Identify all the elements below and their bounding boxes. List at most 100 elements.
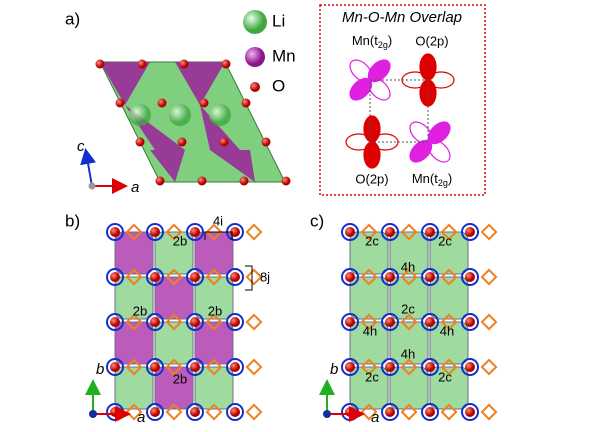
polyhedron xyxy=(349,276,389,320)
site-label: 2b xyxy=(208,303,222,318)
legend-li-ball xyxy=(243,10,267,34)
site-marker xyxy=(400,223,418,241)
axes: b a b a xyxy=(85,361,379,426)
o-atom xyxy=(465,317,475,327)
site-ring xyxy=(146,313,164,331)
o-atom xyxy=(281,176,291,186)
site-labels: 2b 2b 2b 2b 4i 8j 2c 2c 2c 2c 2c 4h 4h 4h 4h xyxy=(133,213,454,386)
orbital-lobe xyxy=(363,115,381,143)
site-ring xyxy=(106,268,124,286)
site-label: 4i xyxy=(213,213,223,228)
o-atom xyxy=(345,272,355,282)
axis-origin xyxy=(88,182,96,190)
legend-label: Li xyxy=(272,11,285,30)
label-part: Mn(t xyxy=(352,33,378,48)
o-atom xyxy=(190,272,200,282)
orbital-label: O(2p) xyxy=(355,171,388,186)
o-atom xyxy=(150,407,160,417)
site-marker xyxy=(400,313,418,331)
o-atom xyxy=(345,227,355,237)
li-atom xyxy=(129,104,151,126)
o-atom xyxy=(155,176,165,186)
site-ring xyxy=(186,268,204,286)
o-atom xyxy=(425,362,435,372)
o-atom xyxy=(197,176,207,186)
legend-label: Mn xyxy=(272,46,296,65)
site-marker xyxy=(400,358,418,376)
o-atom xyxy=(190,317,200,327)
polyhedron xyxy=(194,276,234,320)
axis-label: b xyxy=(96,361,104,378)
site-marker xyxy=(480,403,498,421)
site-ring xyxy=(421,358,439,376)
o-atom xyxy=(385,317,395,327)
polyhedron xyxy=(114,231,154,275)
o-atom xyxy=(241,98,251,108)
axis-arrow xyxy=(80,148,96,187)
o-atom xyxy=(157,98,167,108)
site-ring xyxy=(186,403,204,421)
site-ring xyxy=(106,358,124,376)
orbital-lobe xyxy=(409,139,433,163)
o-atom xyxy=(385,272,395,282)
polyhedron xyxy=(349,366,389,410)
o-atom xyxy=(230,407,240,417)
li-atom xyxy=(169,104,191,126)
label-part: ) xyxy=(388,33,392,48)
orbital-label: Mn(t2g) xyxy=(352,33,392,50)
panel-label: a) xyxy=(65,9,80,28)
site-marker xyxy=(165,223,183,241)
o-atom xyxy=(110,227,120,237)
site-marker xyxy=(165,313,183,331)
site-ring xyxy=(461,403,479,421)
o-atom xyxy=(385,407,395,417)
polyhedron xyxy=(114,321,154,365)
site-label: 4h xyxy=(401,259,415,274)
o-atom xyxy=(239,176,249,186)
orbital-lobe xyxy=(419,53,437,81)
mn-octahedron xyxy=(210,150,255,182)
polyhedron xyxy=(389,366,429,410)
polyhedron xyxy=(154,321,194,365)
o-atom xyxy=(230,272,240,282)
polyhedron xyxy=(154,276,194,320)
site-marker xyxy=(480,313,498,331)
site-marker xyxy=(125,268,143,286)
polyhedron xyxy=(389,231,429,275)
polyhedron xyxy=(154,231,194,275)
site-label: 2b xyxy=(173,371,187,386)
o-atom xyxy=(190,227,200,237)
o-atom xyxy=(230,362,240,372)
site-ring xyxy=(381,358,399,376)
o-atom xyxy=(385,362,395,372)
polyhedron xyxy=(114,276,154,320)
o-atom xyxy=(465,272,475,282)
o-atom xyxy=(110,317,120,327)
label-part: ) xyxy=(448,171,452,186)
orbital-label: Mn(t2g) xyxy=(412,171,452,188)
site-ring xyxy=(146,223,164,241)
site-label: 2b xyxy=(133,303,147,318)
site-marker xyxy=(360,313,378,331)
axis-origin xyxy=(323,410,331,418)
axis-label: a xyxy=(137,409,145,426)
structures xyxy=(95,59,498,421)
o-atom xyxy=(221,59,231,69)
o-atom xyxy=(177,137,187,147)
site-label: 2c xyxy=(401,301,415,316)
site-marker xyxy=(440,358,458,376)
axis-label: c xyxy=(77,138,85,155)
site-marker xyxy=(480,358,498,376)
site-marker xyxy=(205,313,223,331)
bracket xyxy=(204,231,233,240)
polyhedron xyxy=(154,366,194,410)
site-ring xyxy=(461,313,479,331)
site-marker xyxy=(440,223,458,241)
site-ring xyxy=(146,268,164,286)
label-sub: 2g xyxy=(438,178,448,188)
o-atom xyxy=(137,59,147,69)
site-label: 2c xyxy=(365,233,379,248)
axis-origin xyxy=(89,410,97,418)
site-ring xyxy=(226,403,244,421)
